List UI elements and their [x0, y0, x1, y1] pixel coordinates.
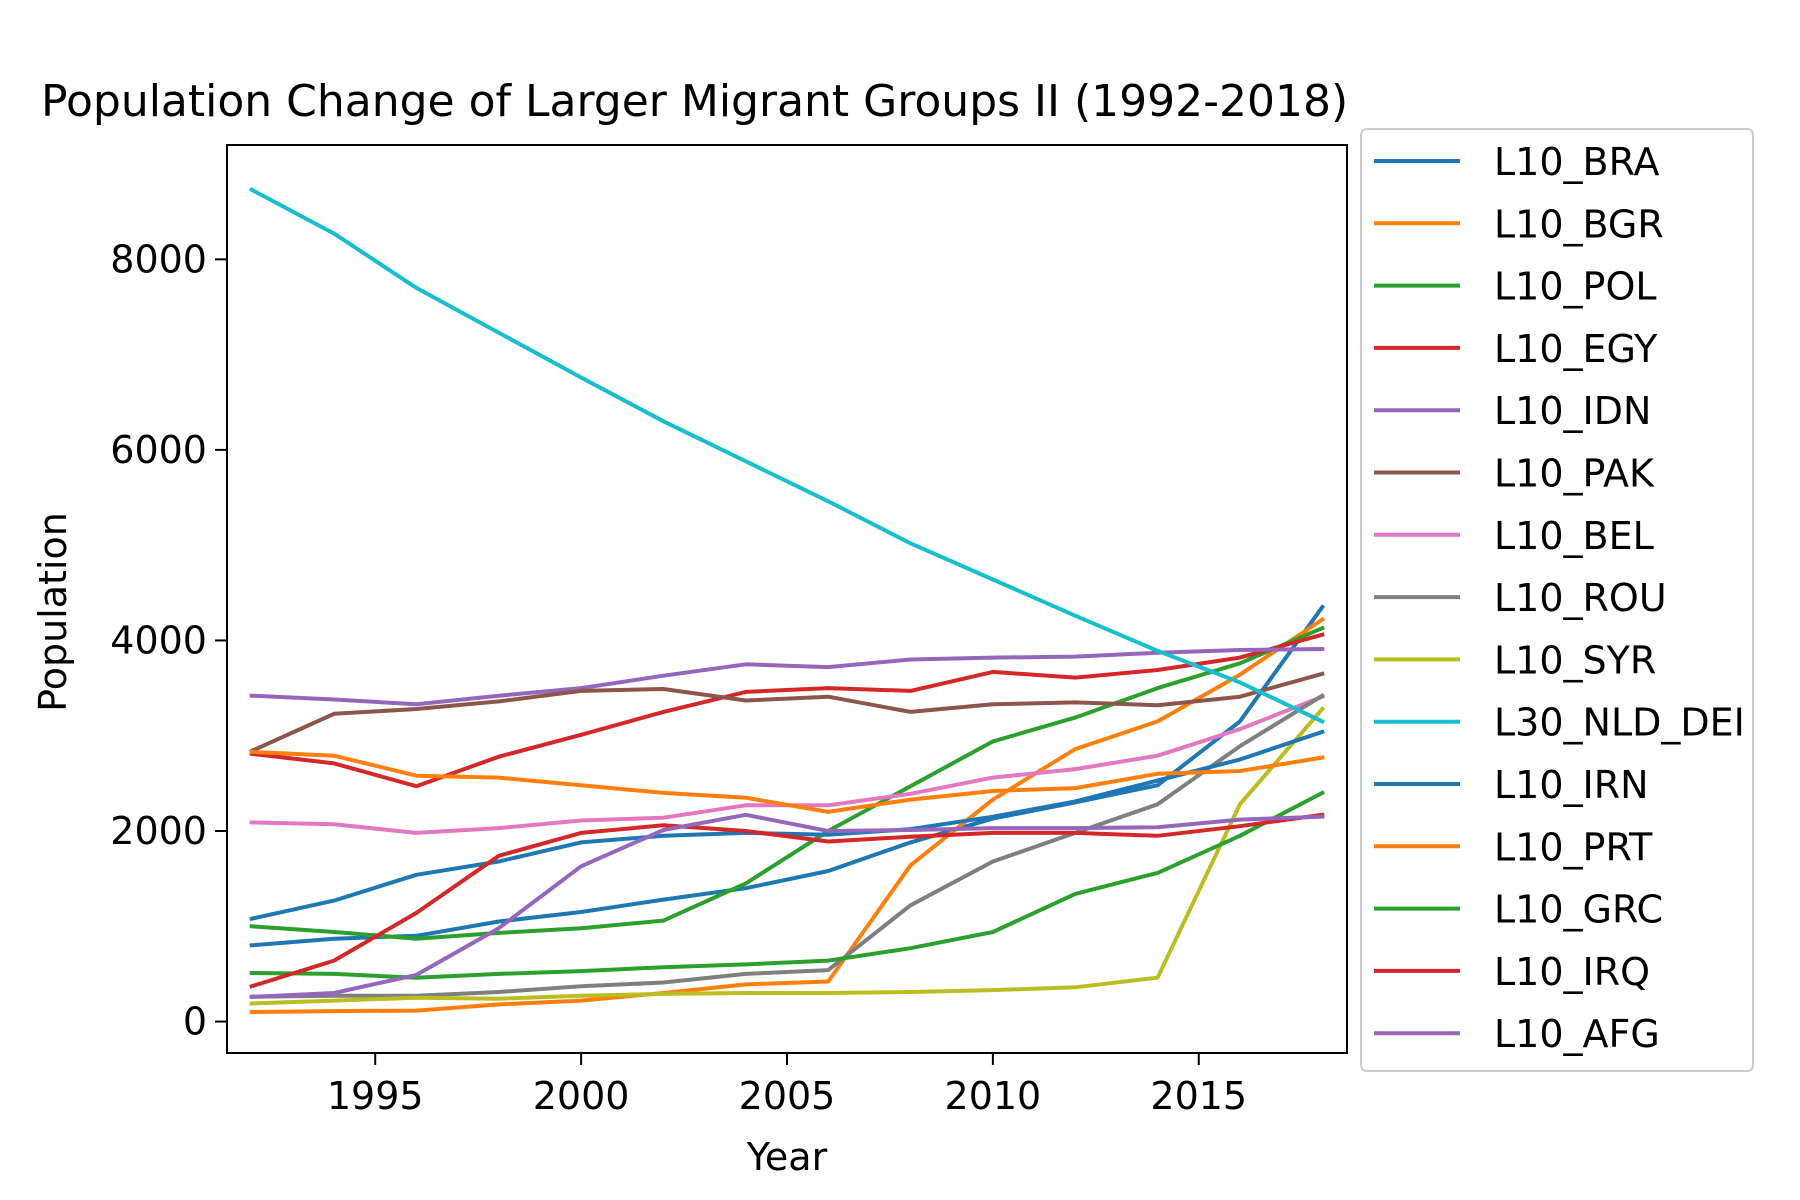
legend-item: L10_GRC	[1374, 888, 1663, 932]
legend-item: L10_SYR	[1374, 638, 1656, 682]
y-tick-label: 2000	[110, 809, 207, 853]
legend-label: L10_ROU	[1494, 576, 1667, 620]
legend-item: L10_BEL	[1374, 514, 1654, 558]
x-tick-label: 2015	[1150, 1074, 1247, 1118]
x-tick-label: 2000	[533, 1074, 630, 1118]
legend-label: L10_SYR	[1494, 638, 1656, 682]
series-line-l10-idn	[249, 646, 1325, 707]
series-line-l10-afg	[249, 812, 1325, 999]
legend-item: L10_IDN	[1374, 389, 1651, 433]
legend: L10_BRA L10_BGR L10_POL L10_EGY L10_IDN L10_P…	[1360, 128, 1754, 1072]
legend-item: L10_AFG	[1374, 1012, 1660, 1056]
legend-item: L10_IRN	[1374, 763, 1649, 807]
y-tick-label: 0	[183, 1000, 207, 1044]
y-axis-title: Population	[31, 512, 75, 712]
legend-label: L10_IDN	[1494, 389, 1651, 433]
legend-label: L10_GRC	[1494, 888, 1663, 932]
x-tick-label: 1995	[327, 1074, 424, 1118]
y-tick-label: 4000	[110, 618, 207, 662]
series-line-l10-irn	[249, 729, 1325, 922]
legend-label: L10_POL	[1494, 265, 1657, 309]
series-line-l10-prt	[249, 749, 1325, 814]
legend-label: L10_IRQ	[1494, 950, 1650, 994]
legend-item: L10_PAK	[1374, 452, 1655, 496]
series-line-l10-rou	[249, 692, 1326, 999]
series-line-l10-bgr	[249, 616, 1326, 1015]
legend-item: L10_BRA	[1374, 140, 1659, 184]
series-line-l10-pak	[249, 671, 1325, 754]
x-axis: 1995 2000 2005 2010 2015	[327, 1053, 1247, 1118]
series-line-l10-bra	[249, 604, 1326, 948]
x-tick-label: 2010	[945, 1074, 1042, 1118]
legend-item: L10_BGR	[1374, 202, 1664, 246]
plot-area	[226, 144, 1348, 1054]
legend-item: L10_POL	[1374, 265, 1657, 309]
legend-label: L10_IRN	[1494, 763, 1649, 807]
legend-label: L10_PAK	[1494, 452, 1655, 496]
plot-frame	[226, 144, 1348, 1054]
legend-label: L10_BGR	[1494, 202, 1664, 246]
legend-label: L10_BRA	[1494, 140, 1659, 184]
y-axis: 0 2000 4000 6000 8000	[110, 237, 227, 1044]
legend-item: L10_ROU	[1374, 576, 1667, 620]
series-line-l30-nld-dei	[248, 187, 1325, 725]
series-line-l10-irq	[249, 812, 1325, 989]
y-tick-label: 8000	[110, 237, 207, 281]
legend-item: L10_EGY	[1374, 327, 1658, 371]
legend-item: L10_IRQ	[1374, 950, 1650, 994]
chart-title: Population Change of Larger Migrant Grou…	[41, 76, 1348, 127]
legend-label: L30_NLD_DEI	[1494, 701, 1745, 745]
x-axis-title: Year	[746, 1135, 828, 1179]
series-line-l10-grc	[249, 790, 1325, 980]
legend-label: L10_AFG	[1494, 1012, 1660, 1056]
legend-item: L10_PRT	[1374, 825, 1653, 869]
x-tick-label: 2005	[739, 1074, 836, 1118]
series-line-l10-egy	[249, 632, 1325, 789]
legend-frame	[1360, 128, 1754, 1072]
series-line-l10-pol	[249, 625, 1325, 941]
legend-label: L10_EGY	[1494, 327, 1658, 371]
legend-label: L10_BEL	[1494, 514, 1654, 558]
series-lines	[248, 187, 1326, 1015]
legend-item: L30_NLD_DEI	[1374, 701, 1745, 745]
series-line-l10-syr	[249, 706, 1326, 1006]
y-tick-label: 6000	[110, 428, 207, 472]
legend-items: L10_BRA L10_BGR L10_POL L10_EGY L10_IDN L10_P…	[1374, 140, 1745, 1056]
legend-label: L10_PRT	[1494, 825, 1653, 869]
